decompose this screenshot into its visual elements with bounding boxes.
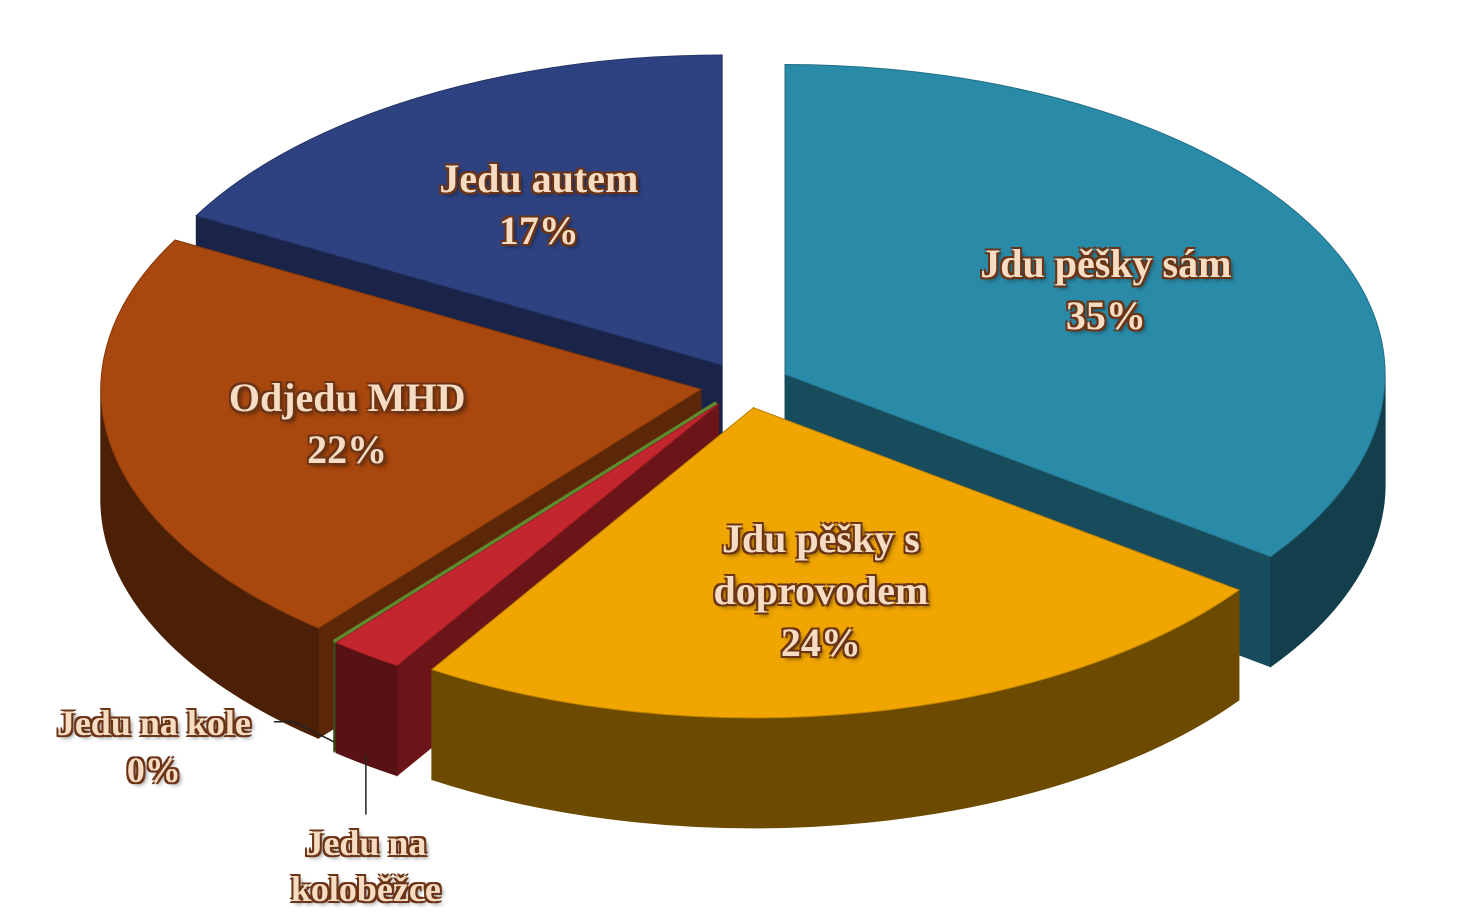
category-label: Odjedu MHD — [228, 375, 466, 421]
leader-line — [273, 721, 335, 743]
value-label: 24% — [780, 619, 861, 665]
category-label: Jdu pěšky sám — [980, 241, 1232, 286]
value-label: 35% — [1065, 293, 1146, 338]
slice — [100, 239, 703, 629]
slice-label: Odjedu MHD 22% — [177, 372, 517, 476]
value-label: 0% — [126, 749, 181, 790]
slice — [784, 63, 1386, 558]
value-label: 22% — [307, 427, 388, 473]
category-label: Jedu na koloběžce — [290, 822, 441, 910]
slice — [195, 54, 723, 366]
slice — [332, 401, 718, 644]
category-label: Jedu autem — [439, 155, 639, 201]
slice — [335, 403, 719, 667]
slice-label: Jdu pěšky sám 35% — [936, 238, 1276, 342]
slice-label: Jdu pěšky s doprovodem 24% — [651, 513, 991, 669]
slice-label: Jedu autem 17% — [369, 153, 709, 257]
slice-label: Jedu na koloběžce2% — [231, 819, 501, 916]
slice-label: Jedu na kole 0% — [19, 700, 289, 794]
category-label: Jedu na kole — [56, 702, 251, 743]
value-label: 17% — [498, 207, 579, 253]
category-label: Jdu pěšky s doprovodem — [713, 515, 929, 613]
slice — [430, 407, 1240, 719]
